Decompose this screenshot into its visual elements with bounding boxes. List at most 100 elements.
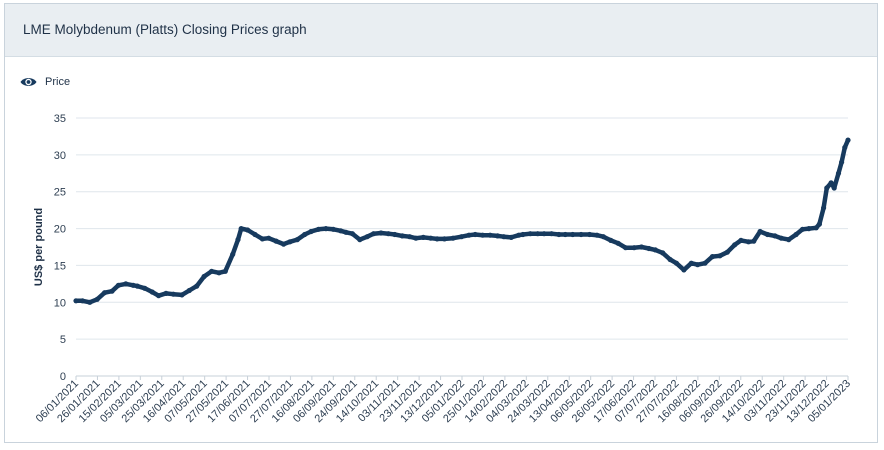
data-point <box>458 234 465 240</box>
data-point <box>724 249 730 255</box>
data-point <box>757 228 763 235</box>
data-point <box>667 256 673 263</box>
data-point <box>343 229 349 235</box>
data-point <box>245 227 251 233</box>
data-point <box>772 233 778 239</box>
data-point <box>527 231 533 237</box>
data-point <box>194 283 200 289</box>
data-point <box>123 281 129 287</box>
data-point <box>681 267 687 273</box>
data-point <box>487 232 493 238</box>
data-point <box>631 245 637 251</box>
data-point <box>587 231 593 238</box>
data-point <box>466 232 472 238</box>
data-point <box>179 292 185 298</box>
data-point <box>845 137 851 143</box>
series-line-price <box>73 137 851 305</box>
data-point <box>102 290 108 296</box>
data-point <box>717 253 723 259</box>
data-point <box>115 282 121 288</box>
y-tick-label: 5 <box>60 334 66 346</box>
data-point <box>472 231 478 238</box>
data-point <box>751 238 757 244</box>
data-point <box>338 228 344 234</box>
data-point <box>252 231 258 238</box>
data-point <box>209 268 215 274</box>
data-point <box>273 238 279 244</box>
data-point <box>828 180 834 186</box>
data-point <box>266 235 272 241</box>
data-point <box>835 170 842 176</box>
data-point <box>281 241 287 247</box>
data-point <box>745 239 752 245</box>
data-point <box>392 231 398 238</box>
data-point <box>548 231 555 237</box>
data-point <box>793 231 799 238</box>
data-point <box>778 235 784 241</box>
data-point <box>508 234 514 240</box>
data-point <box>230 251 236 257</box>
data-point <box>420 234 426 240</box>
data-point <box>308 228 314 235</box>
data-point <box>413 235 419 241</box>
data-point <box>709 254 716 260</box>
data-point <box>330 226 336 232</box>
data-point <box>501 234 507 240</box>
data-point <box>695 262 701 268</box>
eye-icon <box>20 78 37 86</box>
data-point <box>130 282 136 288</box>
data-point <box>738 237 744 243</box>
legend-item-price[interactable]: Price <box>20 74 70 90</box>
data-point <box>623 245 629 251</box>
data-point <box>170 291 176 297</box>
data-point <box>764 231 771 238</box>
y-tick-label: 30 <box>54 150 66 162</box>
y-tick-label: 25 <box>54 187 66 199</box>
data-point <box>349 231 355 237</box>
data-point <box>142 285 148 291</box>
data-point <box>799 226 806 232</box>
data-point <box>216 270 222 276</box>
data-point <box>238 226 244 232</box>
data-point <box>615 240 621 246</box>
data-point <box>824 185 830 191</box>
data-point <box>156 293 162 299</box>
data-point <box>441 236 448 242</box>
data-point <box>535 231 541 237</box>
data-point <box>407 234 413 240</box>
data-point <box>786 237 792 243</box>
data-point <box>556 231 562 238</box>
data-point <box>608 237 614 243</box>
data-point <box>302 231 308 238</box>
legend-label: Price <box>45 76 71 88</box>
data-point <box>821 205 827 211</box>
data-point <box>450 235 456 241</box>
data-point <box>134 283 140 289</box>
data-point <box>315 226 322 232</box>
data-point <box>520 231 526 238</box>
data-point <box>94 296 100 302</box>
data-point <box>287 239 293 245</box>
data-point <box>222 268 228 274</box>
data-point <box>578 231 584 238</box>
data-point <box>839 159 845 165</box>
page-title: LME Molybdenum (Platts) Closing Prices g… <box>23 22 307 37</box>
data-point <box>385 231 391 237</box>
data-point <box>702 260 708 266</box>
data-point <box>294 237 300 243</box>
data-point <box>79 298 85 304</box>
y-tick-label: 0 <box>60 371 66 383</box>
data-point <box>562 231 568 238</box>
data-point <box>831 185 837 191</box>
data-point <box>732 242 738 248</box>
data-point <box>813 225 819 231</box>
data-point <box>842 144 848 151</box>
data-point <box>201 273 207 280</box>
data-point <box>357 237 363 243</box>
data-point <box>399 233 405 239</box>
chart-panel: LME Molybdenum (Platts) Closing Prices g… <box>4 3 878 443</box>
data-point <box>652 247 658 253</box>
data-point <box>259 236 265 242</box>
data-point <box>87 299 93 305</box>
